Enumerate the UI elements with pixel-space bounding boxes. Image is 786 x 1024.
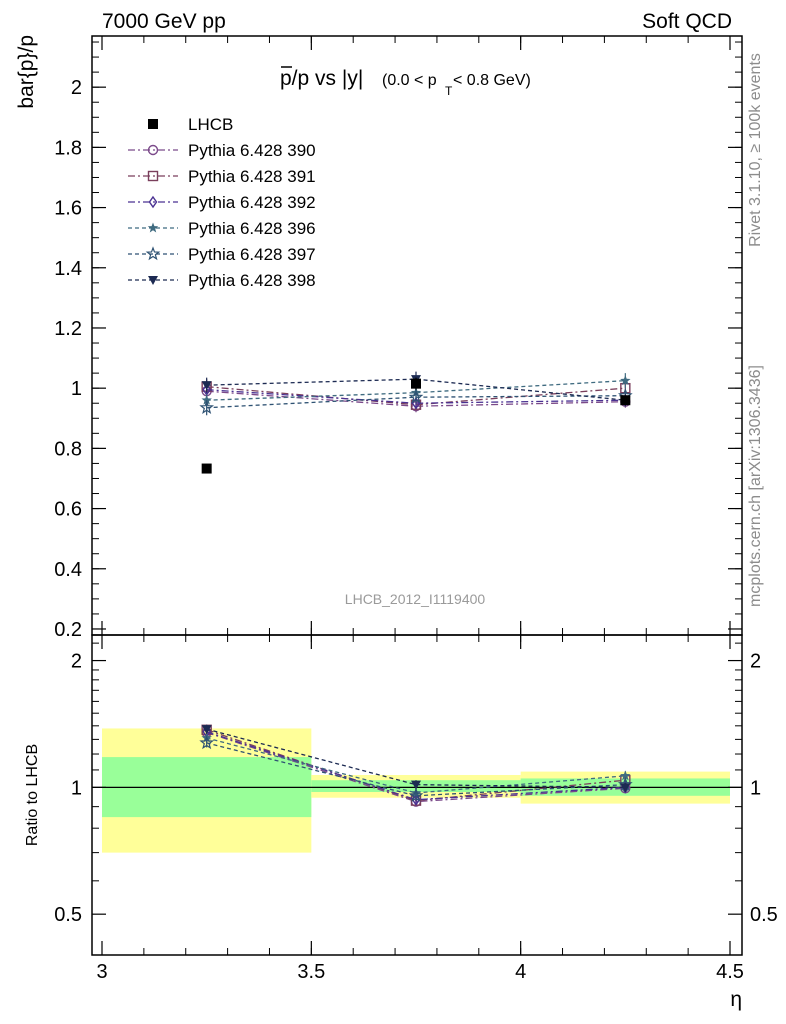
data-point [199,735,214,750]
legend-label: Pythia 6.428 392 [188,193,316,212]
legend-marker [148,195,158,209]
ytick-label-right: 2 [750,651,761,673]
ytick-label: 1.8 [54,137,82,159]
ratio-frame [91,634,743,956]
legend-label: LHCB [188,115,233,134]
legend-label: Pythia 6.428 396 [188,219,316,238]
data-point [620,783,631,793]
header-left: 7000 GeV pp [102,10,226,33]
xtick-label: 4 [515,961,526,983]
series-line [206,742,626,797]
legend-item: Pythia 6.428 390 [128,141,316,160]
analysis-watermark: LHCB_2012_I1119400 [345,591,486,607]
legend-item: Pythia 6.428 391 [128,167,316,186]
legend-label: Pythia 6.428 390 [188,141,316,160]
ytick-label: 0.6 [54,499,82,521]
data-point [620,395,631,406]
ytick-label: 2 [71,651,82,673]
ytick-label: 0.8 [54,438,82,460]
ratio-ylabel: Ratio to LHCB [24,744,41,846]
ytick-label-right: 1 [750,777,761,799]
data-point [201,463,212,474]
xlabel-eta: η [730,988,742,1011]
legend-label: Pythia 6.428 391 [188,167,316,186]
legend-item: Pythia 6.428 392 [128,193,316,212]
legend-marker [145,246,161,261]
data-point [201,394,212,405]
legend-item: LHCB [148,115,233,134]
data-point [411,378,421,389]
legend-marker [147,170,159,182]
plot-title-sub-index: T [445,84,453,98]
ytick-label-right: 0.5 [750,904,778,926]
ytick-label: 0.5 [54,904,82,926]
axes-layer: 0.2 0.4 0.6 0.8 1 1.2 1.4 1.6 1.8 2 3 3.5 4 4.5 0.5 0.5… [54,35,778,983]
series-lhcb [201,377,631,474]
header-right: Soft QCD [642,10,732,33]
plot-title: p/p vs |y| (0.0 < p T < 0.8 GeV) [280,66,531,98]
legend-marker [148,276,158,285]
legend-label: Pythia 6.428 398 [188,271,316,290]
data-point [201,381,212,391]
mcplots-label: mcplots.cern.ch [arXiv:1306.3436] [747,365,764,607]
ytick-label: 1.6 [54,198,82,220]
legend-marker [147,144,159,156]
legend: LHCB Pythia 6.428 390 Pythia 6.428 391 Pyth… [128,115,316,290]
plot-title-main: p/p vs |y| [280,67,363,90]
xtick-label: 3.5 [297,961,325,983]
data-point [201,725,212,735]
legend-item: Pythia 6.428 396 [128,219,316,238]
ytick-label: 1.4 [54,258,82,280]
legend-item: Pythia 6.428 398 [128,271,316,290]
xtick-label: 4.5 [716,961,744,983]
ytick-label: 1 [71,777,82,799]
legend-item: Pythia 6.428 397 [128,245,316,264]
data-point [620,375,631,386]
ratio-series-layer [199,724,633,807]
series-line [206,737,626,794]
ratio-series-pythia-6-428-398 [201,724,631,793]
data-point [620,770,631,781]
data-point [199,400,214,414]
series-line [206,728,626,789]
ytick-label: 0.2 [54,619,82,641]
legend-marker [147,222,159,233]
ratio-series-pythia-6-428-397 [199,735,633,803]
data-point [408,788,424,803]
data-point [408,389,424,404]
ytick-label: 1 [71,378,82,400]
ytick-label: 2 [71,77,82,99]
main-ylabel: bar{p}/p [15,35,38,109]
ytick-label: 0.4 [54,559,82,581]
main-series-layer [199,371,633,474]
data-point [411,780,421,790]
ytick-label: 1.2 [54,318,82,340]
series-line [206,389,626,404]
xtick-label: 3 [96,961,107,983]
legend-label: Pythia 6.428 397 [188,245,316,264]
legend-marker [148,119,158,129]
plot-title-sub-end: < 0.8 GeV) [453,72,531,89]
series-line [206,390,626,407]
rivet-label: Rivet 3.1.10, ≥ 100k events [747,53,764,247]
plot-title-sub: (0.0 < p [382,72,437,89]
